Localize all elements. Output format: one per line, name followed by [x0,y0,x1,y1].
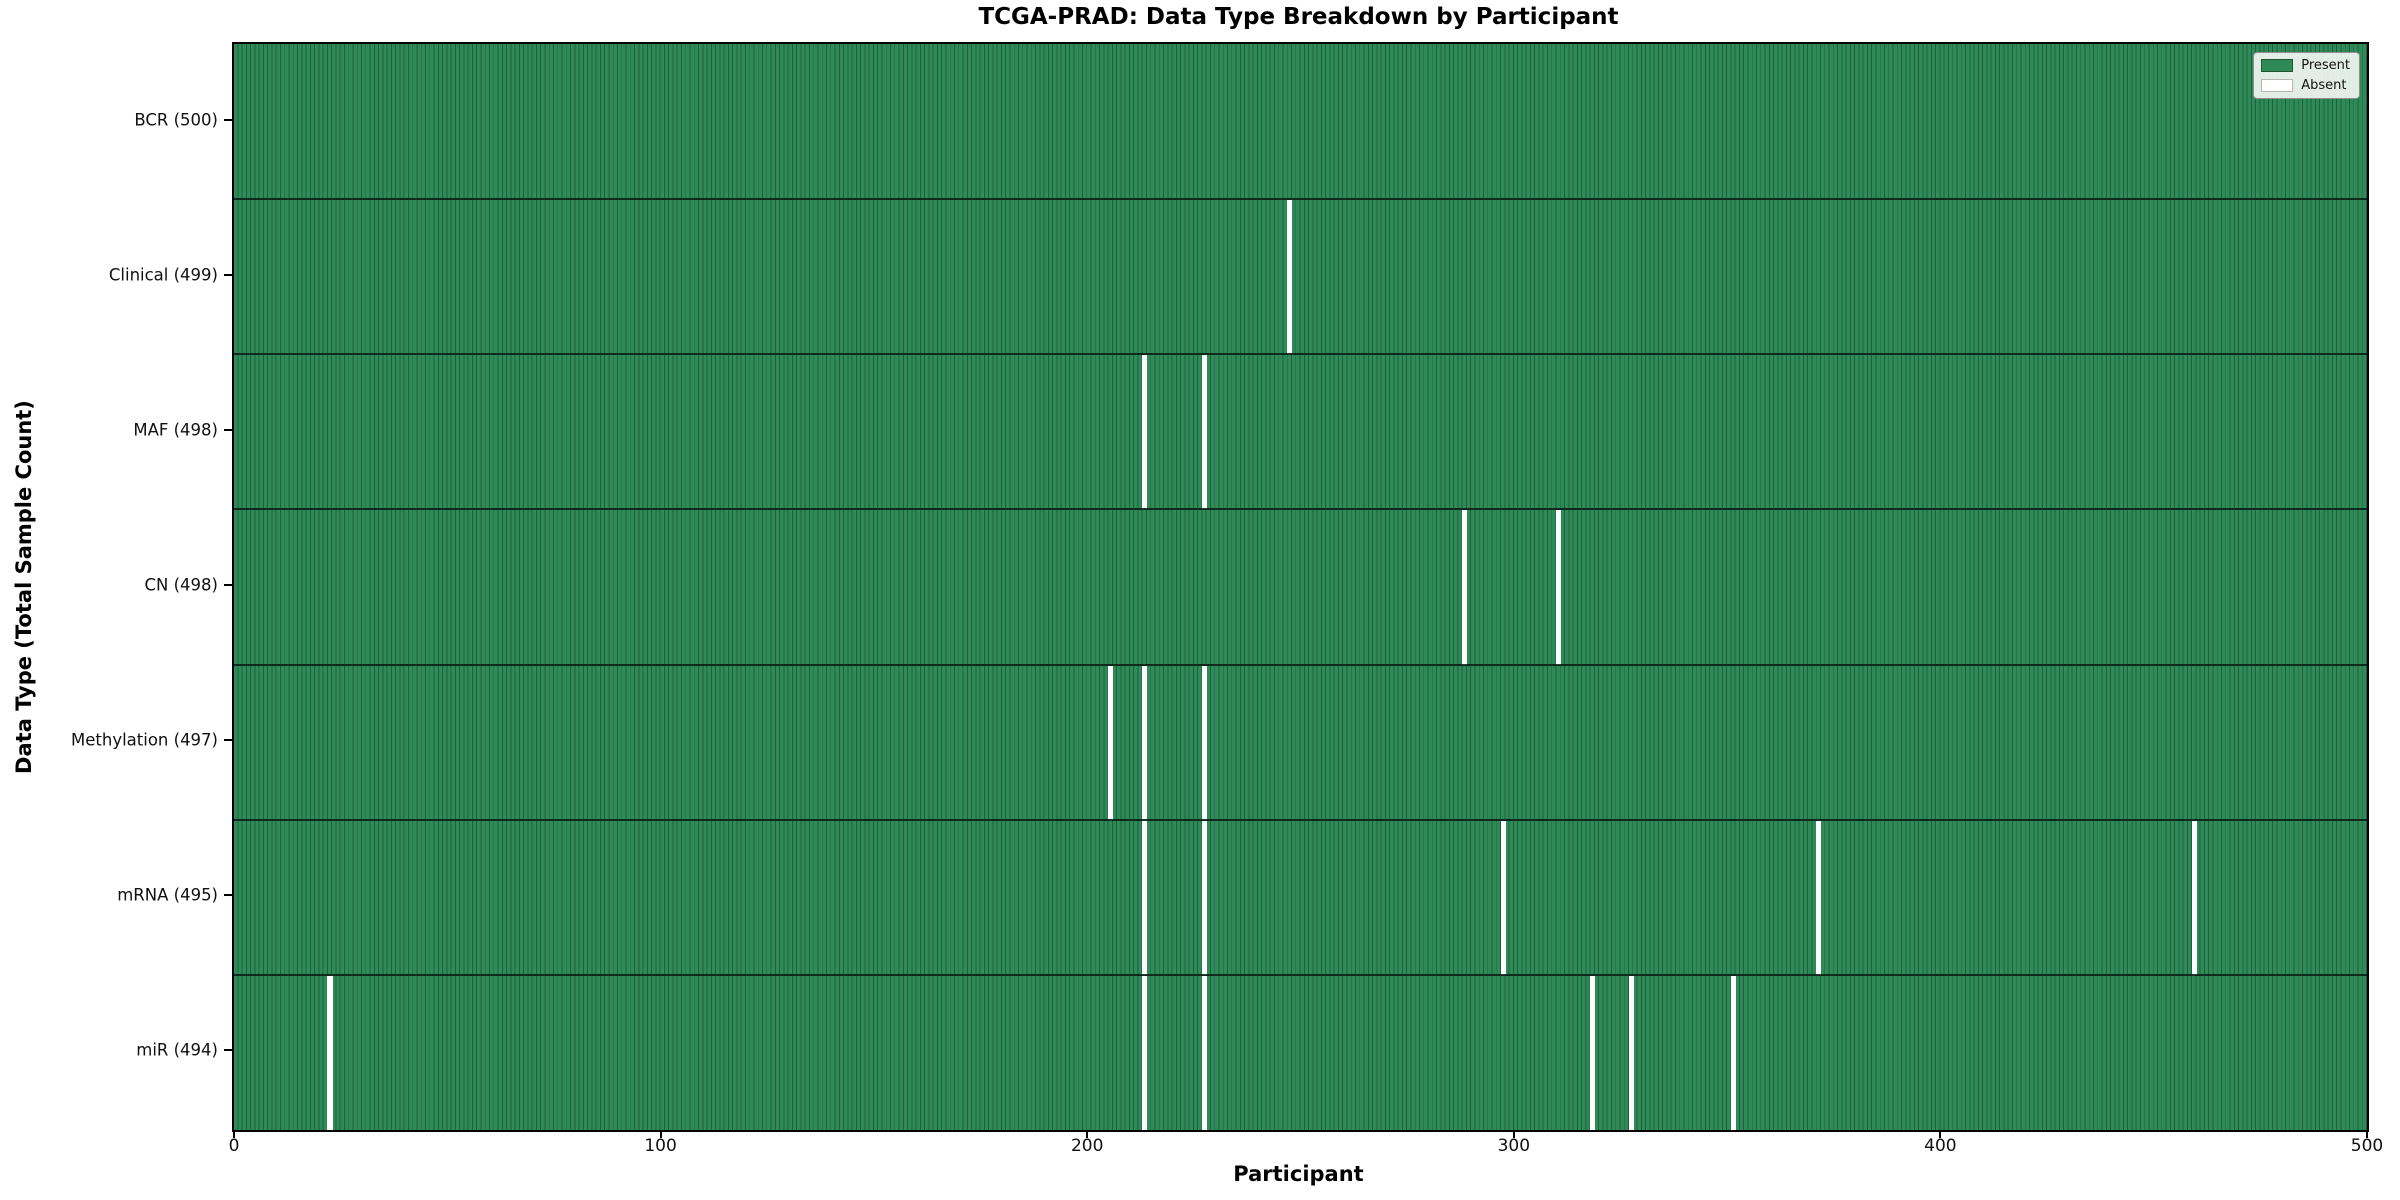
y-tick-mark [224,894,232,897]
absent-gap-miR-327 [1628,975,1634,1130]
y-tick-mark [224,584,232,586]
plot-area: Present Absent [232,42,2369,1132]
absent-gap-mRNA-227 [1201,820,1208,975]
legend-entry-absent: Absent [2261,78,2350,93]
x-tick-mark [1512,1130,1515,1138]
legend-label-absent: Absent [2301,78,2347,93]
absent-gap-Methylation-227 [1201,665,1208,820]
x-tick-label-300: 300 [1497,1136,1531,1156]
y-tick-label-miR: miR (494) [136,1040,218,1060]
absent-gap-miR-213 [1142,975,1148,1130]
absent-gap-MAF-227 [1201,355,1208,510]
y-tick-label-mRNA: mRNA (495) [117,885,218,905]
x-tick-mark [659,1130,662,1138]
y-tick-mark [224,739,232,742]
absent-gap-mRNA-371 [1816,820,1822,975]
x-tick-label-0: 0 [228,1136,240,1156]
legend: Present Absent [2253,52,2360,99]
y-tick-mark [224,1049,232,1052]
row-divider [234,353,2367,356]
y-tick-label-CN: CN (498) [144,575,218,595]
x-tick-label-100: 100 [644,1136,677,1156]
absent-gap-miR-318 [1590,975,1596,1130]
y-tick-label-Methylation: Methylation (497) [71,730,218,750]
absent-gap-Clinical-247 [1287,200,1293,355]
y-tick-mark [224,118,232,121]
absent-swatch-icon [2261,79,2294,92]
x-tick-label-200: 200 [1070,1136,1104,1156]
x-tick-label-400: 400 [1924,1136,1957,1156]
absent-gap-miR-351 [1730,975,1737,1130]
row-divider [234,198,2367,201]
row-divider [234,663,2367,666]
present-swatch-icon [2261,59,2294,72]
x-axis-label: Participant [1233,1162,1364,1186]
absent-gap-miR-227 [1201,975,1208,1130]
absent-gap-mRNA-459 [2191,820,2197,975]
absent-gap-mRNA-297 [1500,820,1506,975]
legend-label-present: Present [2301,58,2350,73]
y-tick-mark [224,428,232,431]
row-divider [234,508,2367,511]
y-tick-label-BCR: BCR (500) [134,110,218,130]
absent-gap-CN-310 [1556,510,1562,665]
x-tick-mark [2366,1130,2368,1138]
absent-gap-CN-288 [1462,510,1468,665]
absent-gap-MAF-213 [1142,355,1148,510]
y-tick-label-Clinical: Clinical (499) [108,265,218,285]
row-divider [234,973,2367,976]
y-tick-mark [224,273,232,276]
absent-gap-Methylation-213 [1142,665,1148,820]
legend-entry-present: Present [2261,58,2350,73]
x-tick-mark [1939,1130,1942,1138]
row-divider [234,818,2367,821]
y-tick-label-MAF: MAF (498) [133,420,218,440]
chart-title: TCGA-PRAD: Data Type Breakdown by Partic… [978,4,1619,30]
x-tick-label-500: 500 [2350,1136,2384,1156]
absent-gap-mRNA-213 [1142,820,1148,975]
x-tick-mark [233,1130,235,1138]
absent-gap-Methylation-205 [1108,665,1114,820]
absent-gap-miR-22 [327,975,333,1130]
x-tick-mark [1086,1130,1089,1138]
